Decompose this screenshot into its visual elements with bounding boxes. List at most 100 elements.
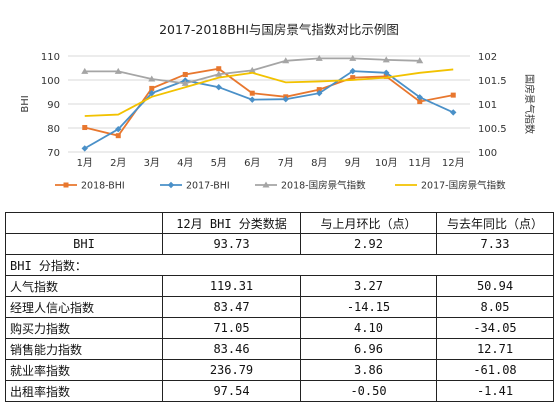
y-right-tick-label: 100 — [478, 148, 497, 159]
cell-value: 83.46 — [162, 338, 301, 360]
series-point — [248, 66, 256, 73]
row-label: 就业率指数 — [5, 359, 163, 381]
y-left-tick-label: 80 — [47, 124, 60, 135]
series-point — [350, 75, 356, 81]
cell-value: 236.79 — [162, 359, 301, 381]
series-point — [450, 109, 457, 116]
table-row: 经理人信心指数 83.47 -14.15 8.05 — [5, 296, 554, 318]
table-row-bhi: BHI 93.73 2.92 7.33 — [5, 233, 554, 255]
cell-yoy: -61.08 — [436, 359, 554, 381]
legend-entry-0: 2018-BHI — [81, 181, 125, 192]
series-point — [349, 54, 357, 61]
section-label: BHI 分指数： — [5, 254, 554, 276]
table-row: 销售能力指数 83.46 6.96 12.71 — [5, 338, 554, 360]
series-point — [148, 75, 156, 82]
cell-yoy: -34.05 — [436, 317, 554, 339]
x-tick-label: 2月 — [110, 157, 126, 169]
cell-value: 119.31 — [162, 275, 301, 297]
legend-entry-2: 2018-国房景气指数 — [281, 180, 366, 192]
x-tick-label: 10月 — [375, 157, 398, 169]
series-point — [416, 57, 424, 64]
cell-yoy: 50.94 — [436, 275, 554, 297]
series-point — [383, 73, 389, 79]
legend-marker — [262, 181, 270, 188]
cell-mom: 3.27 — [300, 275, 437, 297]
x-tick-label: 7月 — [278, 157, 294, 169]
y-left-tick-label: 110 — [41, 52, 60, 63]
x-tick-label: 12月 — [442, 157, 465, 169]
series-point — [215, 70, 223, 77]
table-row: 购买力指数 71.05 4.10 -34.05 — [5, 317, 554, 339]
bhi-data-table: 12月 BHI 分类数据 与上月环比（点） 与去年同比（点） BHI 93.73… — [5, 212, 554, 402]
x-tick-label: 1月 — [77, 157, 93, 169]
legend-entry-1: 2017-BHI — [186, 181, 230, 192]
x-tick-label: 11月 — [408, 157, 431, 169]
series-point — [417, 99, 423, 105]
line-chart: 2017-2018BHI与国房景气指数对比示例图 70 80 90 100 110 100 1… — [20, 22, 536, 192]
y-left-tick-label: 70 — [47, 148, 60, 159]
row-label: 出租率指数 — [5, 380, 163, 402]
cell-mom: 3.86 — [300, 359, 437, 381]
series-point — [114, 67, 122, 74]
series-point — [316, 87, 322, 93]
cell-mom: -0.50 — [300, 380, 437, 402]
x-tick-label: 9月 — [345, 157, 361, 169]
series-point — [81, 145, 88, 152]
cell-mom: 2.92 — [300, 233, 437, 255]
series-line-0 — [84, 67, 454, 137]
row-label: 购买力指数 — [5, 317, 163, 339]
cell-mom: 6.96 — [300, 338, 437, 360]
cell-mom: 4.10 — [300, 317, 437, 339]
series-point — [382, 56, 390, 63]
y-right-axis-label: 国房景气指数 — [523, 74, 536, 134]
series-point — [450, 92, 456, 98]
series-point — [149, 85, 155, 91]
cell-yoy: 12.71 — [436, 338, 554, 360]
y-right-tick-label: 100.5 — [478, 124, 507, 135]
series-point — [315, 54, 323, 61]
table-row: 就业率指数 236.79 3.86 -61.08 — [5, 359, 554, 381]
bhi-data-table-container: 12月 BHI 分类数据 与上月环比（点） 与去年同比（点） BHI 93.73… — [0, 212, 558, 402]
series-line-3 — [84, 68, 454, 117]
header-blank — [5, 212, 163, 234]
cell-yoy: 8.05 — [436, 296, 554, 318]
series-point — [115, 133, 121, 139]
legend-entry-3: 2017-国房景气指数 — [421, 180, 506, 192]
chart-container: 2017-2018BHI与国房景气指数对比示例图 70 80 90 100 110 100 1… — [0, 0, 558, 200]
series-point — [216, 66, 222, 72]
y-left-tick-label: 90 — [47, 100, 60, 111]
x-tick-label: 6月 — [244, 157, 260, 169]
series-point — [316, 90, 323, 97]
series-point — [282, 96, 289, 103]
series-point — [81, 67, 89, 74]
legend-marker — [167, 181, 175, 189]
series-point — [181, 79, 189, 86]
y-right-tick-label: 102 — [478, 52, 497, 63]
series-point — [416, 94, 423, 101]
row-label: 销售能力指数 — [5, 338, 163, 360]
chart-title: 2017-2018BHI与国房景气指数对比示例图 — [159, 22, 399, 37]
cell-mom: -14.15 — [300, 296, 437, 318]
series-point — [82, 125, 88, 131]
series-point — [383, 69, 390, 76]
y-right-tick-label: 101.5 — [478, 76, 507, 87]
series-point — [249, 96, 256, 103]
legend-marker — [63, 182, 69, 188]
series-point — [215, 84, 222, 91]
cell-yoy: -1.41 — [436, 380, 554, 402]
cell-value: 93.73 — [162, 233, 301, 255]
row-label: BHI — [5, 233, 163, 255]
table-row: 出租率指数 97.54 -0.50 -1.41 — [5, 380, 554, 402]
table-header-row: 12月 BHI 分类数据 与上月环比（点） 与去年同比（点） — [5, 212, 554, 234]
cell-yoy: 7.33 — [436, 233, 554, 255]
series-point — [148, 90, 155, 97]
series-point — [282, 57, 290, 64]
series-point — [349, 67, 356, 75]
row-label: 经理人信心指数 — [5, 296, 163, 318]
series-point — [249, 90, 255, 96]
series-line-1 — [84, 70, 454, 150]
y-left-axis-label: BHI — [20, 95, 31, 112]
series-point — [182, 71, 188, 77]
x-tick-label: 8月 — [311, 157, 327, 169]
x-tick-label: 5月 — [211, 157, 227, 169]
